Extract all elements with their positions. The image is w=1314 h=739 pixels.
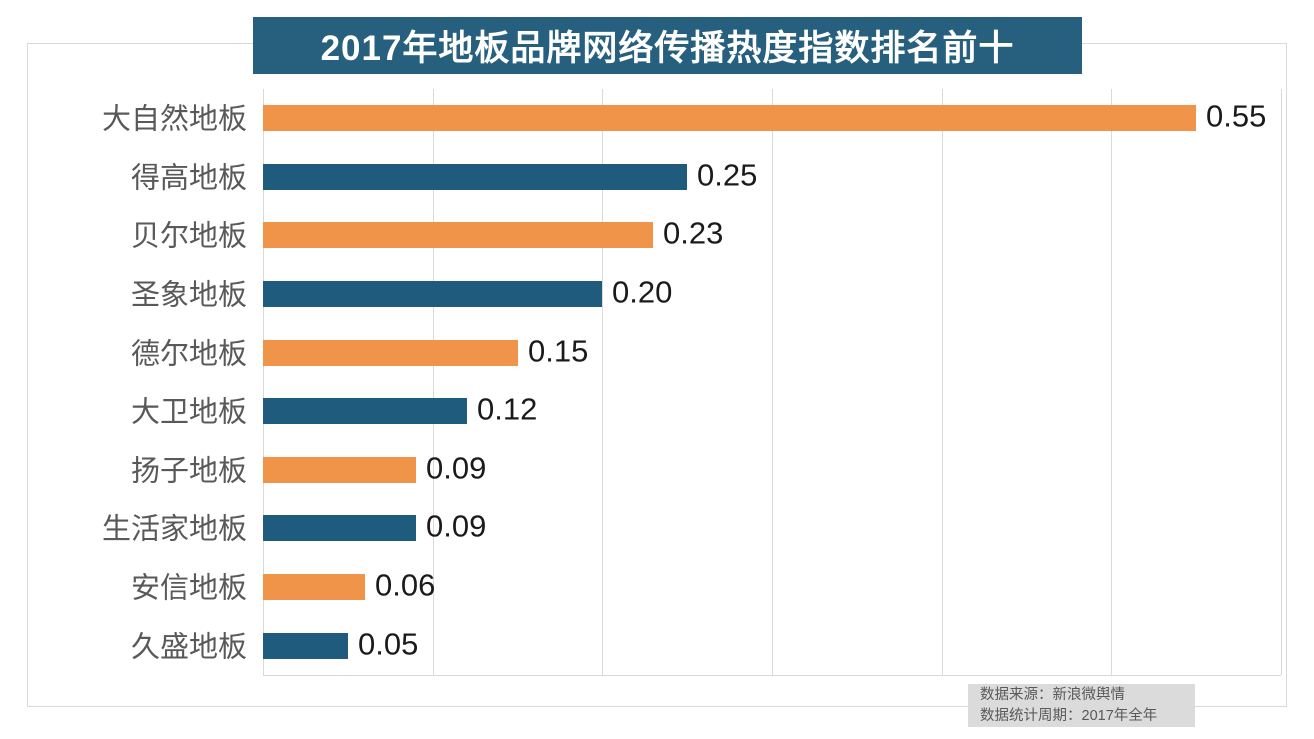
category-label: 久盛地板 xyxy=(130,631,247,664)
chart-row: 得高地板 0.25 xyxy=(0,148,1314,207)
bar xyxy=(263,632,348,659)
value-label: 0.20 xyxy=(612,274,673,310)
value-label: 0.09 xyxy=(426,509,487,545)
value-label: 0.12 xyxy=(477,391,538,427)
bar xyxy=(263,222,653,249)
category-label: 安信地板 xyxy=(130,572,247,605)
value-label: 0.15 xyxy=(528,333,589,369)
category-label: 得高地板 xyxy=(130,162,247,195)
chart-row: 生活家地板 0.09 xyxy=(0,499,1314,558)
bar xyxy=(263,281,602,308)
gridline xyxy=(1111,89,1112,675)
bar xyxy=(263,105,1196,132)
chart-row: 扬子地板 0.09 xyxy=(0,441,1314,500)
chart-row: 久盛地板 0.05 xyxy=(0,616,1314,675)
category-label: 生活家地板 xyxy=(101,513,247,546)
data-source-note: 数据来源：新浪微舆情 数据统计周期：2017年全年 xyxy=(968,684,1195,727)
chart-row: 安信地板 0.06 xyxy=(0,558,1314,617)
category-label: 大卫地板 xyxy=(130,396,247,429)
bar xyxy=(263,339,518,366)
bar xyxy=(263,398,467,425)
gridline xyxy=(942,89,943,675)
category-label: 扬子地板 xyxy=(130,455,247,488)
gridline xyxy=(263,89,264,675)
plot-area xyxy=(263,89,1282,676)
value-label: 0.55 xyxy=(1206,98,1267,134)
value-label: 0.05 xyxy=(358,626,419,662)
bar xyxy=(263,515,416,542)
gridline xyxy=(1281,89,1282,675)
category-label: 大自然地板 xyxy=(101,103,247,136)
chart-row: 圣象地板 0.20 xyxy=(0,265,1314,324)
data-source-line: 数据来源：新浪微舆情 xyxy=(980,687,1125,703)
gridline xyxy=(602,89,603,675)
value-label: 0.06 xyxy=(375,567,436,603)
gridline xyxy=(433,89,434,675)
chart-row: 德尔地板 0.15 xyxy=(0,323,1314,382)
bar xyxy=(263,574,365,601)
category-label: 贝尔地板 xyxy=(130,220,247,253)
data-period-line: 数据统计周期：2017年全年 xyxy=(980,708,1158,724)
bar xyxy=(263,163,687,190)
chart-title: 2017年地板品牌网络传播热度指数排名前十 xyxy=(253,17,1082,74)
chart-row: 大自然地板 0.55 xyxy=(0,89,1314,148)
chart-row: 大卫地板 0.12 xyxy=(0,382,1314,441)
gridline xyxy=(772,89,773,675)
category-label: 圣象地板 xyxy=(130,279,247,312)
value-label: 0.09 xyxy=(426,450,487,486)
category-label: 德尔地板 xyxy=(130,338,247,371)
chart-row: 贝尔地板 0.23 xyxy=(0,206,1314,265)
bar xyxy=(263,456,416,483)
value-label: 0.23 xyxy=(663,216,724,252)
value-label: 0.25 xyxy=(697,157,758,193)
